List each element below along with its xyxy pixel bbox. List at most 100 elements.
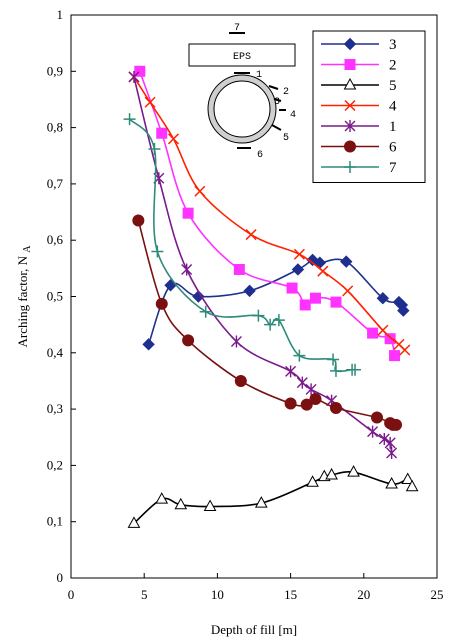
x-tick-label: 0 [68,587,75,602]
data-point [264,318,277,331]
inset-label-2: 2 [283,87,289,98]
data-point [155,297,168,310]
series-line [133,471,413,524]
series-5 [127,465,419,528]
legend-item-2: 2 [321,58,397,74]
data-point [291,263,305,276]
data-point [405,479,419,492]
data-point [182,207,194,219]
data-point [194,185,206,197]
data-point [399,344,411,356]
data-point [367,327,379,339]
data-point [164,279,177,292]
legend-item-1: 1 [321,119,397,135]
data-point [234,374,247,387]
legend-label: 3 [389,37,397,53]
legend-item-6: 6 [321,140,397,156]
data-point [329,401,342,414]
legend-item-7: 7 [321,160,397,176]
inset-label-3: 3 [274,97,280,108]
inset-label-5: 5 [283,133,289,144]
data-point [397,304,410,317]
data-point [254,496,268,508]
data-point [343,77,357,90]
data-point [203,499,217,511]
data-point [285,365,297,378]
data-point [305,383,317,396]
data-point [344,59,356,70]
data-point [167,133,180,145]
inset-label-7: 7 [234,23,240,34]
legend-label: 7 [389,160,397,176]
pipe-inset-diagram: 7 EPS 1 234 5 6 [188,23,296,161]
data-point [344,120,356,132]
data-point [317,265,329,277]
data-point [272,314,285,327]
data-point [199,305,212,318]
x-tick-label: 15 [284,587,297,602]
inset-label-1: 1 [256,70,262,81]
data-point [142,338,155,351]
data-point [155,492,169,504]
legend: 3 2 5 4 1 6 7 [312,30,426,183]
data-point [344,99,356,112]
data-point [329,364,342,377]
data-point [286,282,298,294]
legend-label: 5 [389,78,397,94]
series-line [137,220,397,426]
inset-label-4: 4 [290,110,296,121]
legend-label: 6 [389,140,397,156]
data-point [344,161,356,173]
x-tick-label: 25 [431,587,444,602]
pipe-inner [213,80,271,138]
y-tick-label: 0,4 [47,345,64,360]
data-point [148,142,161,155]
legend-item-3: 3 [321,37,397,53]
y-tick-label: 0,7 [47,176,64,191]
data-point [127,516,141,528]
data-point [245,229,257,241]
data-point [386,447,398,460]
legend-label: 4 [389,99,397,115]
y-tick-label: 1 [57,7,64,22]
y-tick-label: 0,6 [47,232,64,247]
series-7 [123,113,362,377]
data-point [330,296,342,308]
data-point [156,127,168,139]
series-2 [134,65,401,362]
data-point [376,291,390,305]
data-point [299,299,311,311]
data-point [349,363,362,376]
x-tick-label: 5 [141,587,148,602]
data-point [340,255,353,268]
data-point [325,467,338,480]
data-point [233,263,245,275]
data-point [309,392,322,405]
series-4 [128,71,411,356]
data-point [182,334,195,347]
data-point [243,284,256,298]
eps-label: EPS [233,52,251,63]
data-point [252,309,265,322]
inset-tick-5 [271,124,282,131]
data-point [134,65,146,77]
data-point [306,475,319,487]
data-point [174,497,188,510]
data-point [370,411,383,424]
data-point [192,290,205,303]
series-6 [132,214,403,431]
data-point [132,214,145,227]
axes: 00,10,20,30,40,50,60,70,80,910 5 10 15 20 25D… [15,7,444,637]
y-tick-label: 0,1 [47,514,63,529]
eps-box [188,43,296,67]
data-point [377,324,389,336]
legend-box [312,30,426,183]
data-point [384,436,396,449]
y-tick-label: 0,2 [47,457,63,472]
x-axis-label: Depth of fill [m] [211,622,297,637]
data-point [343,37,357,51]
x-tick-label: 10 [211,587,224,602]
data-point [390,418,403,431]
legend-item-4: 4 [321,99,397,115]
